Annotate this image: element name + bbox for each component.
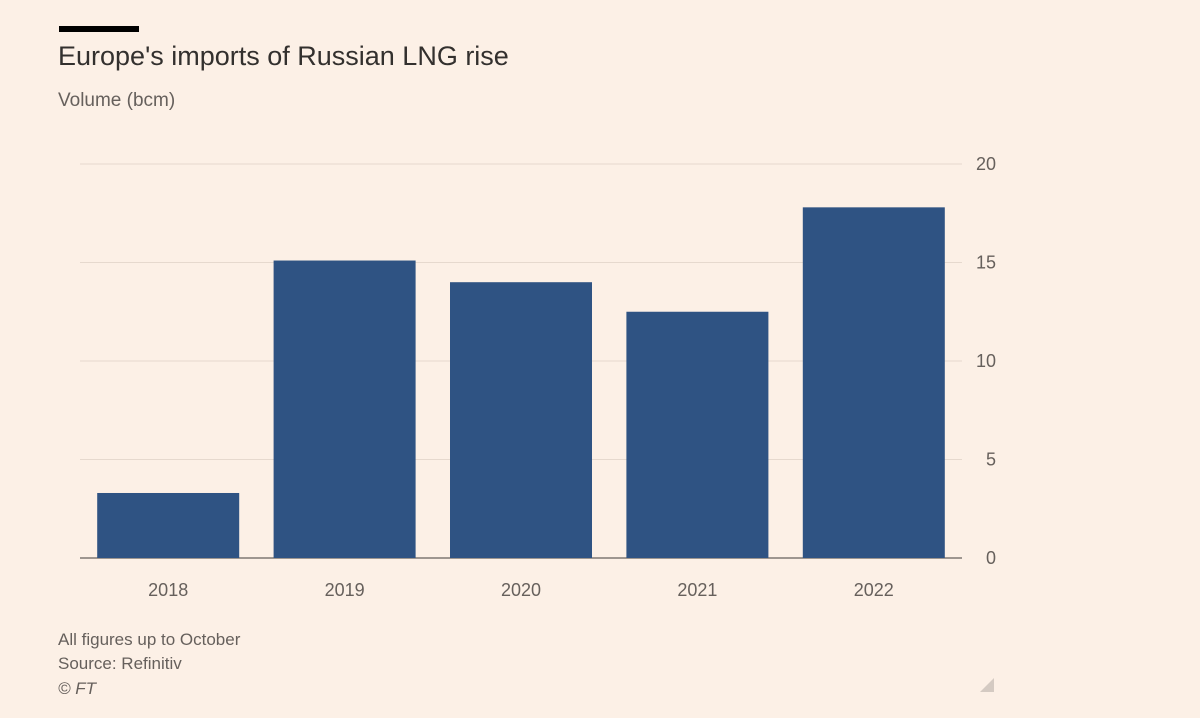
y-tick-label: 20 xyxy=(976,154,996,174)
chart-title: Europe's imports of Russian LNG rise xyxy=(58,41,509,71)
bar-2021 xyxy=(626,311,769,558)
x-tick-label: 2019 xyxy=(325,580,365,600)
y-tick-label: 5 xyxy=(986,450,996,470)
bar-2020 xyxy=(450,282,592,558)
x-tick-label: 2021 xyxy=(677,580,717,600)
copyright-note: © FT xyxy=(58,679,97,698)
y-tick-label: 0 xyxy=(986,548,996,568)
footnote: All figures up to October xyxy=(58,630,241,649)
chart-subtitle: Volume (bcm) xyxy=(58,90,176,111)
y-tick-label: 15 xyxy=(976,253,996,273)
corner-triangle-icon xyxy=(980,678,994,692)
bar-2018 xyxy=(97,492,240,558)
x-tick-label: 2018 xyxy=(148,580,188,600)
bar-2022 xyxy=(802,207,945,558)
y-tick-label: 10 xyxy=(976,351,996,371)
title-accent-rule xyxy=(59,26,139,32)
x-tick-label: 2022 xyxy=(854,580,894,600)
source-note: Source: Refinitiv xyxy=(58,654,182,673)
x-tick-label: 2020 xyxy=(501,580,541,600)
bar-2019 xyxy=(273,260,416,558)
